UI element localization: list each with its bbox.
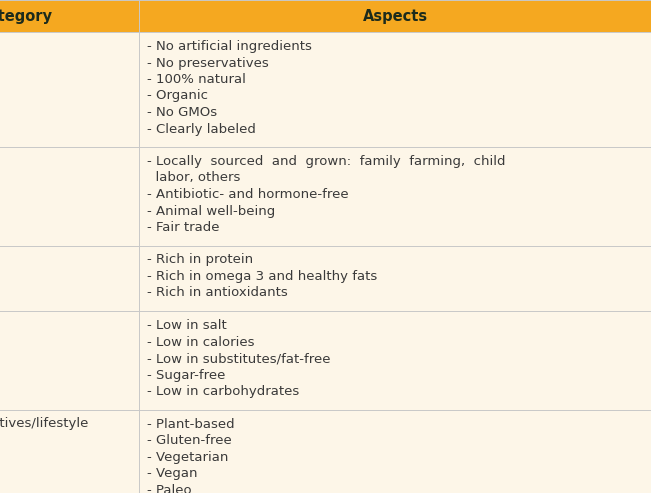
Text: - No artificial ingredients: - No artificial ingredients — [147, 40, 312, 53]
Bar — [0, 246, 651, 311]
Text: - Low in salt: - Low in salt — [147, 319, 227, 332]
Bar — [0, 410, 651, 493]
Text: - Fair trade: - Fair trade — [147, 221, 219, 234]
Text: - Low in carbohydrates: - Low in carbohydrates — [147, 385, 299, 398]
Text: - No preservatives: - No preservatives — [147, 57, 269, 70]
Text: - Rich in protein: - Rich in protein — [147, 253, 253, 267]
Text: - Gluten-free: - Gluten-free — [147, 434, 232, 447]
Text: - Clearly labeled: - Clearly labeled — [147, 122, 256, 136]
Text: - Paleo: - Paleo — [147, 484, 191, 493]
Text: - Organic: - Organic — [147, 90, 208, 103]
Text: - Animal well-being: - Animal well-being — [147, 205, 275, 217]
Text: - Antibiotic- and hormone-free: - Antibiotic- and hormone-free — [147, 188, 349, 201]
Text: - Sugar-free: - Sugar-free — [147, 368, 225, 382]
Text: - 100% natural: - 100% natural — [147, 73, 246, 86]
Text: Aspects: Aspects — [363, 8, 428, 24]
Text: - Vegan: - Vegan — [147, 467, 197, 480]
Bar — [0, 147, 651, 246]
Text: - Low in calories: - Low in calories — [147, 336, 255, 349]
Text: - Low in substitutes/fat-free: - Low in substitutes/fat-free — [147, 352, 331, 365]
Text: - Vegetarian: - Vegetarian — [147, 451, 229, 463]
Bar — [0, 311, 651, 410]
Bar — [0, 32, 651, 147]
Text: - Rich in antioxidants: - Rich in antioxidants — [147, 286, 288, 300]
Text: Category: Category — [0, 8, 53, 24]
Text: Dietary alternatives/lifestyle: Dietary alternatives/lifestyle — [0, 418, 89, 430]
Text: - Plant-based: - Plant-based — [147, 418, 234, 430]
Text: - Locally  sourced  and  grown:  family  farming,  child: - Locally sourced and grown: family farm… — [147, 155, 505, 168]
Text: - No GMOs: - No GMOs — [147, 106, 217, 119]
Bar — [0, 0, 651, 32]
Text: - Rich in omega 3 and healthy fats: - Rich in omega 3 and healthy fats — [147, 270, 377, 283]
Text: labor, others: labor, others — [147, 172, 240, 184]
